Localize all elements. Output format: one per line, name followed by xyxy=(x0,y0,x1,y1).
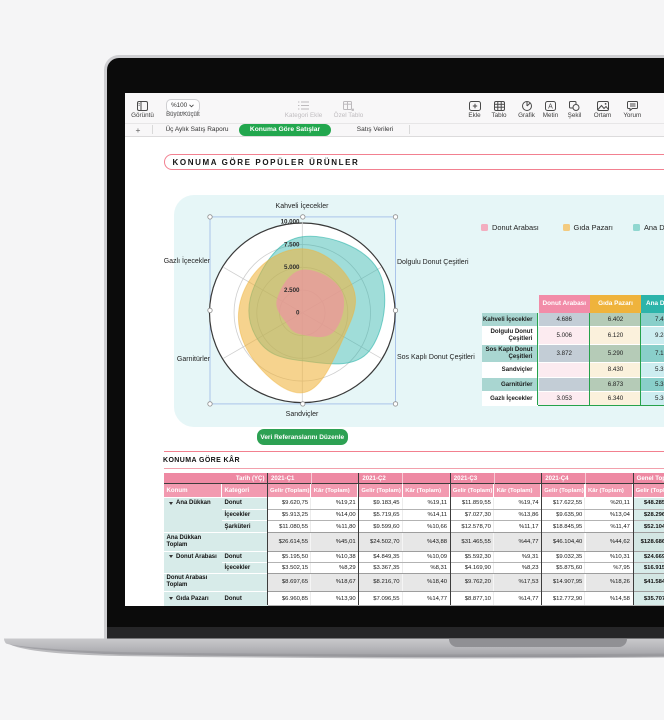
svg-text:A: A xyxy=(548,103,553,110)
svg-text:7.500: 7.500 xyxy=(284,241,300,248)
svg-text:10.000: 10.000 xyxy=(281,219,300,226)
svg-text:2.500: 2.500 xyxy=(284,287,300,294)
svg-text:0: 0 xyxy=(296,310,300,317)
svg-text:5.000: 5.000 xyxy=(284,264,300,271)
